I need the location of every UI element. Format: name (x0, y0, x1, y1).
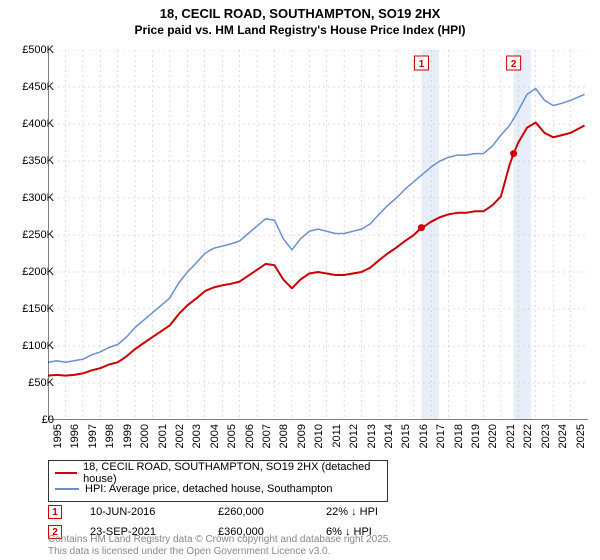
y-tick-label: £100K (22, 340, 54, 352)
chart-container: 18, CECIL ROAD, SOUTHAMPTON, SO19 2HX Pr… (0, 0, 600, 560)
marker-date: 10-JUN-2016 (90, 506, 190, 518)
y-tick-label: £400K (22, 118, 54, 130)
y-tick-label: £50K (28, 377, 54, 389)
marker-delta: 22% ↓ HPI (326, 506, 426, 518)
y-tick-label: £350K (22, 155, 54, 167)
legend-label: 18, CECIL ROAD, SOUTHAMPTON, SO19 2HX (d… (83, 461, 381, 485)
x-tick-label: 2013 (366, 424, 378, 448)
x-tick-label: 2024 (557, 424, 569, 448)
x-tick-label: 1998 (104, 424, 116, 448)
svg-text:1: 1 (419, 59, 425, 70)
attribution-line: Contains HM Land Registry data © Crown c… (48, 534, 391, 546)
marker-row: 1 10-JUN-2016 £260,000 22% ↓ HPI (48, 502, 426, 522)
legend-swatch (55, 488, 79, 490)
title-line-2: Price paid vs. HM Land Registry's House … (0, 23, 600, 39)
legend-swatch (55, 472, 77, 474)
legend-item: 18, CECIL ROAD, SOUTHAMPTON, SO19 2HX (d… (55, 465, 381, 481)
legend-label: HPI: Average price, detached house, Sout… (85, 483, 332, 495)
legend: 18, CECIL ROAD, SOUTHAMPTON, SO19 2HX (d… (48, 460, 388, 502)
x-tick-label: 2009 (296, 424, 308, 448)
x-tick-label: 2008 (278, 424, 290, 448)
marker-badge: 1 (48, 505, 62, 519)
y-tick-label: £450K (22, 81, 54, 93)
attribution-line: This data is licensed under the Open Gov… (48, 546, 391, 558)
x-tick-label: 2006 (244, 424, 256, 448)
x-tick-label: 2012 (348, 424, 360, 448)
marker-price: £260,000 (218, 506, 298, 518)
y-tick-label: £200K (22, 266, 54, 278)
title-line-1: 18, CECIL ROAD, SOUTHAMPTON, SO19 2HX (0, 6, 600, 23)
x-tick-label: 2014 (383, 424, 395, 448)
chart-area: 12 (48, 50, 588, 420)
x-tick-label: 2021 (505, 424, 517, 448)
x-tick-label: 2025 (575, 424, 587, 448)
svg-text:2: 2 (511, 59, 517, 70)
x-tick-label: 2010 (313, 424, 325, 448)
x-tick-label: 2003 (191, 424, 203, 448)
x-tick-label: 2018 (453, 424, 465, 448)
attribution: Contains HM Land Registry data © Crown c… (48, 534, 391, 558)
x-tick-label: 2001 (157, 424, 169, 448)
x-tick-label: 2011 (331, 424, 343, 448)
x-tick-label: 2016 (418, 424, 430, 448)
y-tick-label: £300K (22, 192, 54, 204)
y-tick-label: £150K (22, 303, 54, 315)
x-tick-label: 1996 (69, 424, 81, 448)
plot-svg: 12 (48, 50, 588, 420)
x-tick-label: 2005 (226, 424, 238, 448)
x-tick-label: 2020 (487, 424, 499, 448)
x-tick-label: 1999 (122, 424, 134, 448)
x-tick-label: 2015 (400, 424, 412, 448)
x-tick-label: 2002 (174, 424, 186, 448)
x-tick-label: 1995 (52, 424, 64, 448)
x-tick-label: 2023 (540, 424, 552, 448)
chart-title: 18, CECIL ROAD, SOUTHAMPTON, SO19 2HX Pr… (0, 0, 600, 38)
x-tick-label: 2004 (209, 424, 221, 448)
x-tick-label: 2019 (470, 424, 482, 448)
x-tick-label: 2017 (435, 424, 447, 448)
x-tick-label: 2007 (261, 424, 273, 448)
legend-item: HPI: Average price, detached house, Sout… (55, 481, 381, 497)
y-tick-label: £250K (22, 229, 54, 241)
x-tick-label: 2000 (139, 424, 151, 448)
x-tick-label: 2022 (522, 424, 534, 448)
y-tick-label: £500K (22, 44, 54, 56)
x-tick-label: 1997 (87, 424, 99, 448)
